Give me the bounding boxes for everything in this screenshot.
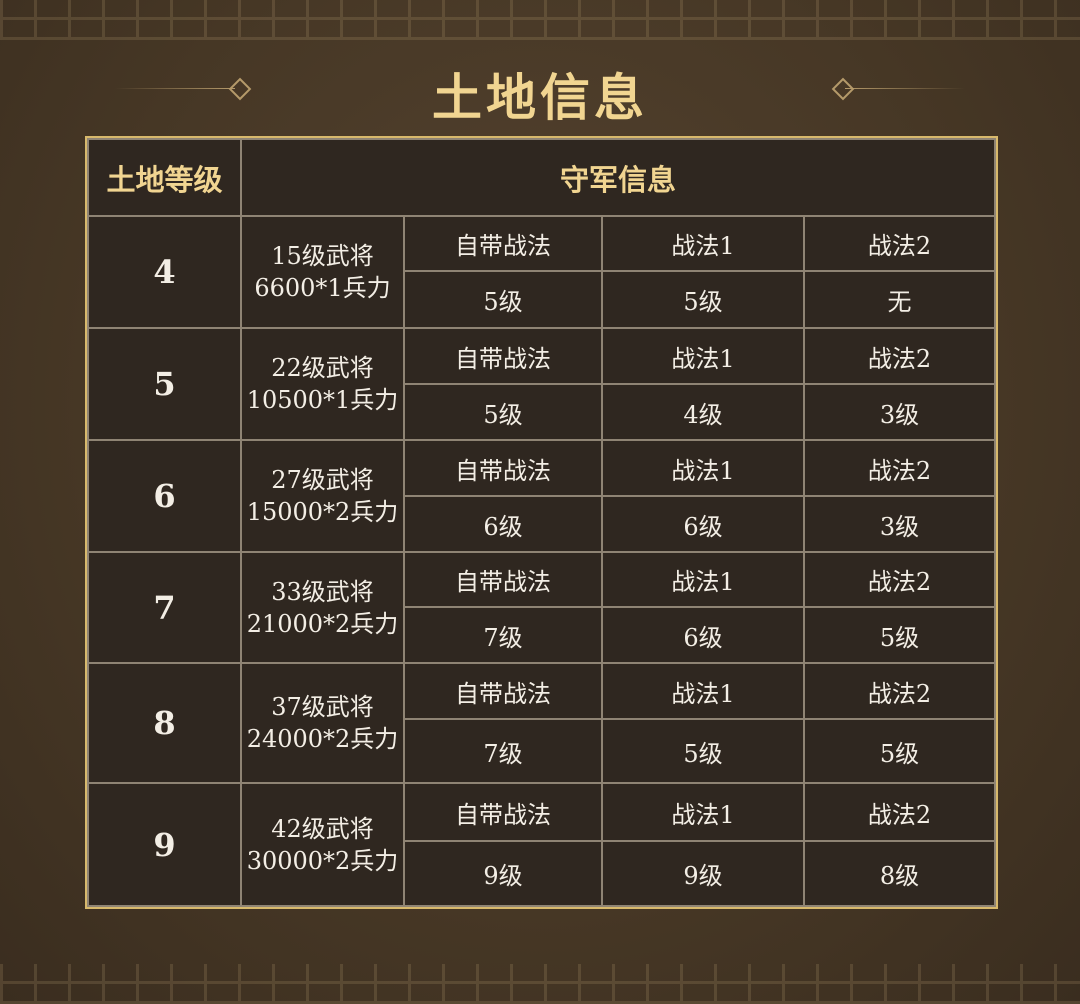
tactic-label: 战法2 bbox=[803, 782, 996, 842]
tactic-level: 5级 bbox=[803, 718, 996, 784]
troop-count: 21000*2兵力 bbox=[246, 609, 399, 638]
table-row: 9 42级武将 30000*2兵力 自带战法 战法1 战法2 bbox=[87, 782, 996, 907]
fret-border-top bbox=[0, 0, 1080, 40]
tactic-label: 战法2 bbox=[803, 327, 996, 385]
tactic-label: 战法1 bbox=[601, 782, 805, 842]
ornament-left bbox=[115, 88, 235, 89]
land-level: 9 bbox=[87, 782, 242, 907]
ornament-right bbox=[845, 88, 965, 89]
land-info-table: 土地等级 守军信息 4 15级武将 6600*1兵力 自带战法 战法1 战法2 5级 5级无… bbox=[85, 136, 998, 909]
tactic-level: 5级 bbox=[601, 270, 805, 329]
garrison-general: 42级武将 30000*2兵力 bbox=[240, 782, 405, 907]
tactic-label: 自带战法 bbox=[403, 215, 603, 272]
garrison-general: 33级武将 21000*2兵力 bbox=[240, 551, 405, 664]
tactic-label: 战法1 bbox=[601, 439, 805, 497]
tactic-level: 5级 bbox=[403, 383, 603, 441]
tactic-level: 5级 bbox=[403, 270, 603, 329]
header-land-level: 土地等级 bbox=[87, 138, 242, 217]
troop-count: 24000*2兵力 bbox=[246, 725, 399, 753]
general-level: 22级武将 bbox=[271, 354, 374, 382]
page-title: 土地信息 bbox=[432, 68, 648, 127]
general-level: 15级武将 bbox=[271, 242, 374, 270]
header-defense-info: 守军信息 bbox=[240, 138, 996, 217]
troop-count: 6600*1兵力 bbox=[254, 274, 391, 302]
tactic-level: 4级 bbox=[601, 383, 805, 441]
tactic-label: 自带战法 bbox=[403, 551, 603, 608]
tactic-level: 无 bbox=[803, 270, 996, 329]
garrison-general: 27级武将 15000*2兵力 bbox=[240, 439, 405, 553]
tactic-label: 自带战法 bbox=[403, 439, 603, 497]
tactic-level: 6级 bbox=[403, 495, 603, 553]
tactic-level: 7级 bbox=[403, 718, 603, 784]
tactic-level: 3级 bbox=[803, 495, 996, 553]
tactic-level: 6级 bbox=[601, 606, 805, 664]
tactic-label: 战法2 bbox=[803, 551, 996, 608]
tactic-label: 战法2 bbox=[803, 662, 996, 720]
table-row: 9级 9级 8级 bbox=[88, 840, 996, 907]
general-level: 37级武将 bbox=[271, 693, 374, 721]
land-level: 6 bbox=[87, 439, 242, 553]
fret-border-bottom bbox=[0, 964, 1080, 1004]
tactic-level: 9级 bbox=[601, 840, 805, 907]
tactic-level: 5级 bbox=[601, 718, 805, 784]
table-row: 5级 5级无 bbox=[88, 270, 996, 329]
general-level: 27级武将 bbox=[271, 466, 374, 494]
tactic-level: 3级 bbox=[803, 383, 996, 441]
land-level: 7 bbox=[87, 551, 242, 664]
tactic-label: 战法2 bbox=[803, 215, 996, 272]
table-row: 5 22级武将 10500*1兵力 自带战法 战法1 战法2 bbox=[87, 327, 996, 441]
table-row: 4 15级武将 6600*1兵力 自带战法 战法1 战法2 bbox=[87, 215, 996, 329]
tactic-level: 6级 bbox=[601, 495, 805, 553]
table-row: 7级 6级 5级 bbox=[88, 606, 996, 664]
garrison-general: 37级武将 24000*2兵力 bbox=[240, 662, 405, 784]
troop-count: 30000*2兵力 bbox=[246, 846, 399, 875]
tactic-label: 自带战法 bbox=[403, 782, 603, 842]
table-row: 7级 5级 5级 bbox=[88, 718, 996, 784]
troop-count: 15000*2兵力 bbox=[246, 498, 399, 526]
tactic-label: 战法1 bbox=[601, 551, 805, 608]
general-level: 33级武将 bbox=[271, 577, 374, 606]
land-level: 4 bbox=[87, 215, 242, 329]
table-row: 5级 4级 3级 bbox=[88, 383, 996, 441]
table-row: 8 37级武将 24000*2兵力 自带战法 战法1 战法2 bbox=[87, 662, 996, 784]
tactic-label: 自带战法 bbox=[403, 662, 603, 720]
tactic-level: 5级 bbox=[803, 606, 996, 664]
table-row: 6级 6级 3级 bbox=[88, 495, 996, 553]
table-row: 6 27级武将 15000*2兵力 自带战法 战法1 战法2 bbox=[87, 439, 996, 553]
tactic-label: 战法2 bbox=[803, 439, 996, 497]
tactic-label: 战法1 bbox=[601, 662, 805, 720]
tactic-level: 7级 bbox=[403, 606, 603, 664]
tactic-label: 战法1 bbox=[601, 327, 805, 385]
table-row: 7 33级武将 21000*2兵力 自带战法 战法1 战法2 bbox=[87, 551, 996, 664]
garrison-general: 22级武将 10500*1兵力 bbox=[240, 327, 405, 441]
land-level: 5 bbox=[87, 327, 242, 441]
tactic-level: 8级 bbox=[803, 840, 996, 907]
tactic-label: 战法1 bbox=[601, 215, 805, 272]
general-level: 42级武将 bbox=[271, 814, 374, 843]
land-level: 8 bbox=[87, 662, 242, 784]
garrison-general: 15级武将 6600*1兵力 bbox=[240, 215, 405, 329]
troop-count: 10500*1兵力 bbox=[246, 386, 399, 414]
tactic-label: 自带战法 bbox=[403, 327, 603, 385]
tactic-level: 9级 bbox=[403, 840, 603, 907]
